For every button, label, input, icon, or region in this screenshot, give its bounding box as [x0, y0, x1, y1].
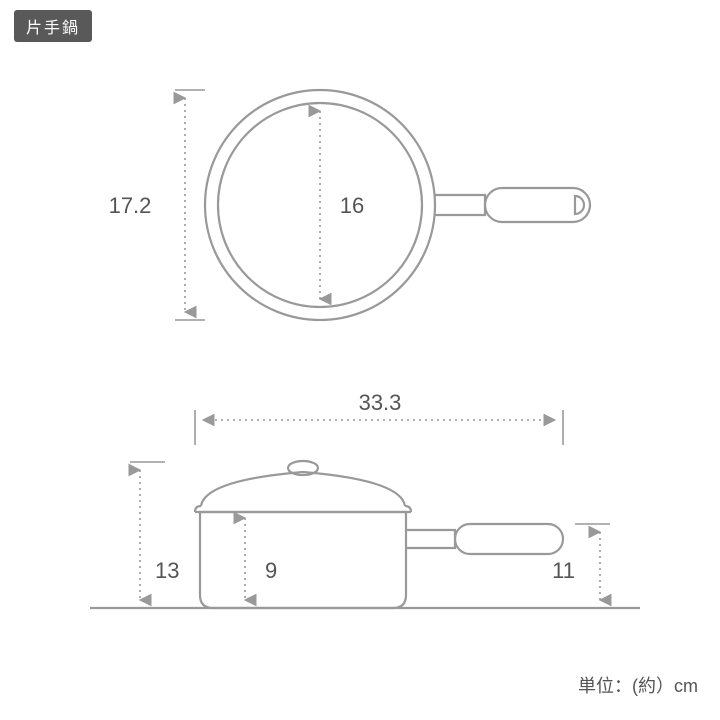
dim-total-length: 33.3: [195, 390, 563, 445]
side-view: 33.3 13 9 11: [90, 390, 640, 608]
dim-inner-diameter: 16: [320, 111, 364, 299]
dim-height-with-lid-value: 13: [155, 558, 179, 583]
dim-pot-height: 9: [245, 518, 277, 600]
dim-handle-height: 11: [552, 524, 610, 600]
dim-outer-diameter-value: 17.2: [109, 193, 152, 218]
dim-handle-height-value: 11: [552, 558, 575, 583]
dim-height-with-lid: 13: [130, 462, 179, 600]
dim-pot-height-value: 9: [265, 558, 277, 583]
top-view: 17.2 16: [109, 90, 590, 320]
dim-inner-diameter-value: 16: [340, 193, 364, 218]
dim-total-length-value: 33.3: [359, 390, 402, 415]
unit-label: 単位：(約）cm: [578, 672, 698, 698]
dimension-diagram: 17.2 16: [0, 0, 720, 720]
dim-outer-diameter: 17.2: [109, 90, 205, 320]
